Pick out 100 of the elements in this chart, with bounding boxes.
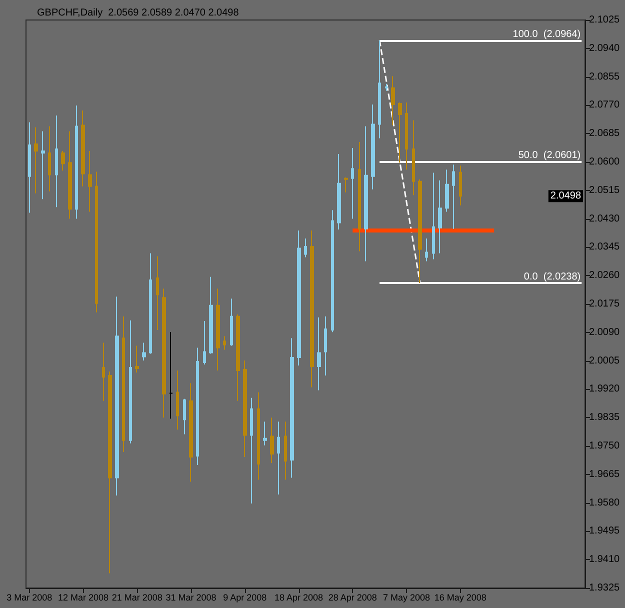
- candlestick: [297, 230, 301, 366]
- x-tick-label: 9 Apr 2008: [223, 592, 267, 602]
- candlestick: [95, 171, 98, 313]
- ref-line-label: 50.0 (2.0601): [518, 150, 581, 162]
- candlestick: [364, 126, 368, 262]
- candlestick: [405, 102, 408, 170]
- candlestick: [351, 147, 354, 220]
- candlestick: [412, 120, 415, 196]
- candlestick: [102, 342, 105, 402]
- y-tick-label: 2.0090: [589, 326, 620, 338]
- ref-line-label: 100.0 (2.0964): [512, 28, 581, 40]
- candlestick: [358, 141, 361, 252]
- candlestick: [196, 347, 199, 466]
- y-tick-label: 2.0260: [589, 270, 620, 282]
- candlestick: [216, 288, 220, 371]
- candlestick: [75, 105, 78, 220]
- y-tick-label: 1.9665: [589, 468, 620, 480]
- x-tick-label: 3 Mar 2008: [6, 592, 52, 602]
- candlestick: [331, 210, 334, 333]
- candlestick: [445, 169, 449, 212]
- x-tick-label: 16 May 2008: [434, 592, 486, 602]
- candlestick: [81, 110, 85, 187]
- candlestick: [149, 252, 152, 354]
- candlestick: [122, 316, 125, 453]
- y-tick-label: 2.0430: [589, 213, 620, 224]
- y-tick-label: 1.9495: [589, 526, 620, 537]
- candlestick: [432, 172, 435, 260]
- candlestick: [28, 122, 31, 214]
- x-tick-label: 31 Mar 2008: [166, 592, 216, 602]
- candlestick: [337, 153, 341, 230]
- candlestick: [344, 176, 348, 193]
- candlestick: [277, 421, 280, 495]
- y-tick-label: 1.9835: [589, 412, 620, 424]
- candlestick: [176, 370, 179, 430]
- candlestick: [115, 296, 119, 496]
- y-tick-label: 1.9750: [589, 440, 620, 452]
- candlestick: [162, 288, 166, 418]
- annotation: 2.0498: [550, 190, 582, 202]
- y-tick-label: 1.9920: [589, 384, 620, 395]
- candlestick: [371, 104, 375, 190]
- candlestick: [284, 421, 287, 480]
- candlestick: [290, 338, 294, 478]
- x-tick-label: 12 Mar 2008: [58, 592, 109, 602]
- candlestick: [250, 397, 253, 504]
- candlestick: [34, 126, 38, 194]
- y-tick-label: 1.9325: [589, 582, 620, 594]
- x-tick-label: 28 Apr 2008: [328, 592, 377, 602]
- candlestick: [391, 76, 395, 126]
- candlestick: [257, 392, 260, 480]
- y-tick-label: 2.0515: [589, 184, 620, 196]
- x-tick-label: 18 Apr 2008: [274, 592, 324, 602]
- candlestick: [263, 421, 267, 446]
- ref-line-label: 0.0 (2.0238): [524, 271, 581, 282]
- y-tick-label: 2.0005: [589, 355, 620, 366]
- x-tick-label: 7 May 2008: [383, 592, 430, 602]
- candlestick: [243, 360, 247, 458]
- y-tick-label: 1.9410: [589, 554, 620, 566]
- candlestick: [223, 336, 226, 350]
- candlestick: [310, 230, 314, 388]
- y-tick-label: 2.1025: [589, 14, 620, 26]
- candlestick: [189, 382, 193, 482]
- candlestick: [209, 276, 213, 354]
- y-tick-label: 1.9580: [589, 497, 620, 508]
- y-tick-label: 2.0685: [589, 128, 620, 140]
- candlestick: [425, 238, 428, 262]
- candlestick: [55, 115, 58, 208]
- candlestick: [48, 126, 51, 192]
- y-tick-label: 2.0855: [589, 71, 620, 82]
- candlestick: [156, 256, 159, 331]
- candlestick: [68, 130, 72, 220]
- y-tick-label: 2.0770: [589, 100, 620, 111]
- candlestick: [88, 150, 92, 212]
- candlestick: [398, 102, 402, 164]
- candlestick: [61, 150, 65, 172]
- candlestick: [203, 320, 206, 365]
- x-tick-label: 21 Mar 2008: [112, 592, 162, 602]
- candlestick: [270, 417, 274, 464]
- candlestick: [129, 320, 132, 444]
- candlestick: [41, 130, 45, 200]
- candlestick: [385, 83, 388, 92]
- candlestick: [304, 238, 307, 258]
- y-tick-label: 2.0600: [589, 156, 620, 168]
- chart-title: GBPCHF,Daily 2.0569 2.0589 2.0470 2.0498: [37, 8, 240, 18]
- candlestick: [378, 40, 381, 139]
- y-tick-label: 2.0940: [589, 42, 620, 54]
- candlestick: [236, 314, 240, 402]
- y-tick-label: 2.0345: [589, 242, 620, 253]
- candlestick: [324, 316, 327, 376]
- candlestick: [135, 345, 139, 373]
- candlestick: [452, 164, 455, 230]
- candlestick: [142, 342, 146, 361]
- candlestick: [418, 178, 422, 284]
- candlestick: [230, 298, 233, 346]
- candlestick: [169, 332, 173, 420]
- candlestick: [183, 398, 186, 435]
- candlestick: [459, 165, 462, 206]
- candlestick: [438, 180, 442, 254]
- candlestick: [317, 316, 321, 391]
- y-tick-label: 2.0175: [589, 298, 620, 310]
- candlestick: [108, 370, 112, 574]
